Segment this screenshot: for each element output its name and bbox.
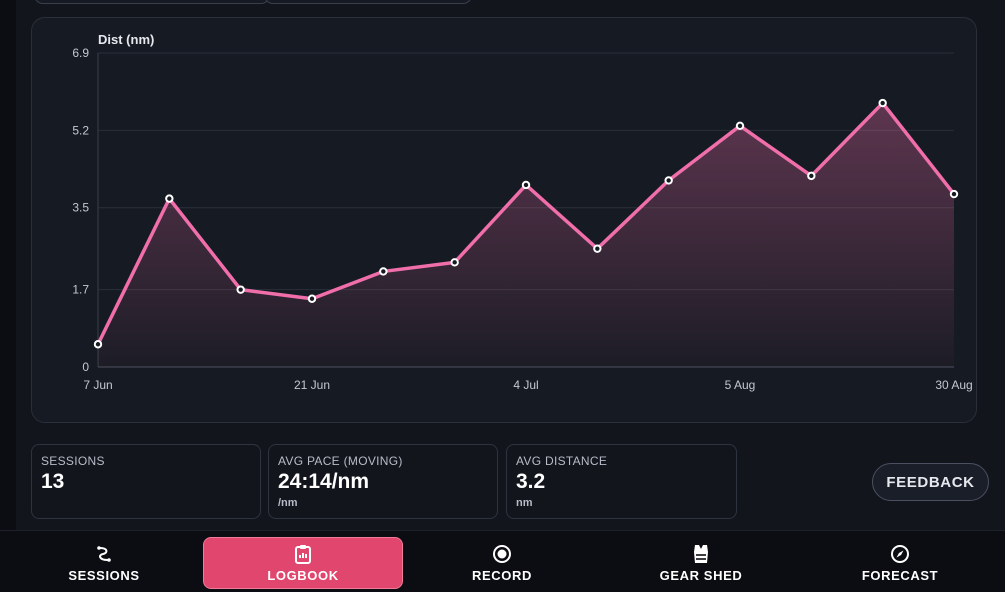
nav-record[interactable]: RECORD [402, 537, 602, 589]
y-tick-label: 3.5 [72, 201, 89, 215]
series-area [98, 103, 954, 367]
x-tick-label: 7 Jun [83, 378, 112, 392]
data-point [949, 189, 959, 199]
nav-forecast[interactable]: FORECAST [800, 537, 1000, 589]
stat-label: AVG PACE (MOVING) [278, 454, 403, 468]
nav-label: GEAR SHED [659, 568, 743, 583]
stat-unit: nm [516, 497, 533, 509]
x-tick-label: 30 Aug [935, 378, 972, 392]
stat-avg-distance: AVG DISTANCE 3.2 nm [506, 444, 737, 519]
clipboard-icon [294, 543, 312, 565]
filter-pill-left[interactable] [34, 0, 270, 4]
stat-avg-pace: AVG PACE (MOVING) 24:14/nm /nm [268, 444, 498, 519]
route-icon [95, 543, 113, 565]
x-tick-label: 4 Jul [513, 378, 538, 392]
x-tick-label: 5 Aug [725, 378, 756, 392]
stat-sessions: SESSIONS 13 [31, 444, 261, 519]
data-point [165, 194, 174, 203]
nav-label: FORECAST [861, 568, 939, 583]
stat-value: 13 [41, 470, 65, 493]
data-point [307, 294, 317, 303]
distance-chart: 6.9 5.2 3.5 1.7 0 7 Jun 21 Jun 4 Jul 5 Aug 30 Aug… [72, 32, 972, 392]
nav-label: SESSIONS [68, 568, 140, 583]
distance-chart-card: 6.9 5.2 3.5 1.7 0 7 Jun 21 Jun 4 Jul 5 Aug 30 Aug… [31, 17, 977, 423]
data-point [236, 285, 245, 294]
stat-value: 3.2 [516, 470, 546, 493]
stat-label: AVG DISTANCE [516, 454, 608, 468]
stat-label: SESSIONS [41, 454, 105, 468]
filter-pill-right[interactable] [264, 0, 472, 4]
y-tick-label: 0 [82, 360, 89, 374]
data-point [93, 340, 103, 349]
data-point [450, 258, 459, 267]
y-tick-label: 6.9 [72, 46, 89, 60]
nav-label: LOGBOOK [267, 568, 339, 583]
stat-unit: /nm [278, 497, 298, 509]
nav-sessions[interactable]: SESSIONS [4, 537, 204, 589]
data-point [521, 180, 531, 190]
data-point [878, 98, 887, 108]
y-tick-label: 1.7 [72, 283, 89, 297]
data-point [664, 176, 673, 185]
compass-icon [890, 543, 910, 565]
data-point [379, 267, 388, 276]
y-tick-label: 5.2 [72, 123, 89, 137]
data-point [807, 171, 816, 181]
nav-label: RECORD [472, 568, 532, 583]
nav-gear-shed[interactable]: GEAR SHED [601, 537, 801, 589]
life-vest-icon [692, 543, 710, 565]
y-axis-label: Dist (nm) [98, 32, 154, 47]
data-point [735, 121, 745, 131]
record-icon [492, 543, 512, 565]
x-tick-label: 21 Jun [294, 378, 330, 392]
stat-value: 24:14/nm [278, 470, 370, 493]
bottom-nav: SESSIONS LOGBOOK RECORD GEAR SHED FORECA… [0, 530, 1005, 592]
feedback-button[interactable]: FEEDBACK [872, 463, 989, 501]
nav-logbook[interactable]: LOGBOOK [203, 537, 403, 589]
data-point [593, 244, 602, 253]
